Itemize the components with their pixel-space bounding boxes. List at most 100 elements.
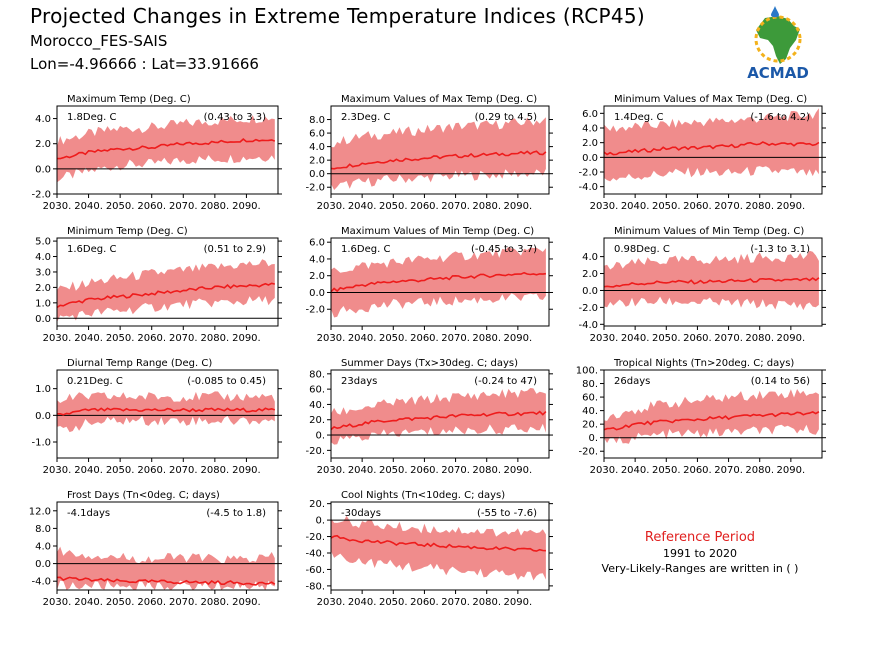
x-tick-label: 2060. (410, 465, 439, 476)
plot-frame (603, 105, 823, 195)
y-tick-label: 1.0 (35, 384, 51, 395)
x-tick-label: 2030. (317, 597, 346, 608)
coordinates-label: Lon=-4.96666 : Lat=33.91666 (30, 55, 259, 73)
x-tick-label: 2070. (441, 465, 470, 476)
likely-range-band (57, 115, 275, 183)
x-tick-label: 2050. (106, 465, 135, 476)
y-tick-label: -2.0 (305, 183, 325, 194)
x-tick-label: 2050. (379, 201, 408, 212)
x-tick-label: 2090. (232, 333, 261, 344)
x-tick-label: 2050. (652, 333, 681, 344)
chart-summary: 1.8Deg. C (67, 112, 116, 123)
y-tick-label: 80. (309, 369, 325, 380)
chart-summary: 1.6Deg. C (67, 244, 116, 255)
median-line (604, 411, 820, 431)
median-line (57, 576, 276, 586)
x-tick-label: 2060. (410, 597, 439, 608)
x-tick-label: 2030. (43, 597, 72, 608)
plot-frame (56, 237, 279, 327)
plot-area (604, 250, 822, 311)
x-tick-label: 2080. (745, 465, 774, 476)
plot-area (331, 515, 549, 581)
x-tick-label: 2040. (621, 201, 650, 212)
x-tick-label: 2070. (714, 465, 743, 476)
x-tick-label: 2030. (43, 201, 72, 212)
likely-range-band (57, 259, 275, 323)
africa-icon (754, 6, 802, 64)
x-tick-label: 2030. (43, 333, 72, 344)
x-tick-label: 2080. (745, 333, 774, 344)
y-tick-label: 80. (582, 379, 598, 390)
x-tick-label: 2030. (317, 333, 346, 344)
x-tick-label: 2070. (169, 597, 198, 608)
y-tick-label: -40. (305, 548, 325, 559)
chart-title: Minimum Temp (Deg. C) (67, 226, 188, 237)
chart-summary: 26days (614, 376, 650, 387)
likely-range-band (57, 391, 275, 433)
x-tick-label: 2050. (652, 201, 681, 212)
y-tick-label: 2.0 (35, 139, 51, 150)
x-tick-label: 2090. (777, 333, 806, 344)
y-tick-label: -2.0 (578, 303, 598, 314)
x-tick-label: 2090. (504, 597, 533, 608)
x-tick-label: 2030. (590, 333, 619, 344)
x-tick-label: 2080. (201, 333, 230, 344)
y-tick-label: 0. (315, 516, 325, 527)
plot-frame (56, 369, 279, 459)
y-tick-label: -2.0 (578, 168, 598, 179)
chart-panel: -20. 0. 20. 40. 60. 80. 100. 2030. 2040. 2050. 206… (576, 358, 826, 476)
chart-title: Frost Days (Tn<0deg. C; days) (67, 490, 220, 501)
chart-range: (-0.085 to 0.45) (187, 376, 266, 387)
y-tick-label: -2.0 (305, 305, 325, 316)
y-tick-label: 1.0 (35, 298, 51, 309)
chart-title: Summer Days (Tx>30deg. C; days) (341, 358, 518, 369)
y-tick-label: 40. (582, 406, 598, 417)
median-line (331, 271, 547, 293)
chart-panel: -4.0 -2.0 0.0 2.0 4.0 6.0 2030. 2040. 2050. 2060.… (578, 94, 826, 212)
x-tick-label: 2040. (348, 465, 377, 476)
chart-summary: -30days (341, 508, 381, 519)
y-tick-label: 8.0 (309, 115, 325, 126)
y-tick-label: 0.0 (35, 164, 51, 175)
y-tick-label: 4.0 (582, 252, 598, 263)
y-tick-label: 0.0 (582, 286, 598, 297)
y-tick-label: -1.0 (31, 438, 51, 449)
chart-range: (0.51 to 2.9) (204, 244, 266, 255)
plot-frame (330, 105, 550, 195)
median-line (57, 138, 276, 160)
plot-frame (330, 237, 550, 327)
y-tick-label: 2.0 (35, 283, 51, 294)
plot-frame (330, 369, 550, 459)
y-tick-label: 2.0 (309, 156, 325, 167)
likely-range-band (57, 546, 275, 590)
chart-title: Cool Nights (Tn<10deg. C; days) (341, 490, 505, 501)
x-tick-label: 2090. (232, 597, 261, 608)
x-tick-label: 2040. (348, 597, 377, 608)
likely-range-band (331, 247, 546, 318)
chart-summary: 23days (341, 376, 377, 387)
likely-range-band (331, 515, 546, 581)
y-tick-label: 4.0 (35, 542, 51, 553)
plot-area (331, 117, 549, 190)
x-tick-label: 2040. (348, 201, 377, 212)
chart-title: Minimum Values of Max Temp (Deg. C) (614, 94, 807, 105)
y-tick-label: -4.0 (31, 577, 51, 588)
x-tick-label: 2060. (137, 201, 166, 212)
likely-range-band (331, 117, 546, 190)
chart-range: (-55 to -7.6) (477, 508, 537, 519)
x-tick-label: 2060. (683, 201, 712, 212)
x-tick-label: 2050. (106, 597, 135, 608)
page-title: Projected Changes in Extreme Temperature… (30, 4, 646, 28)
y-tick-label: -20. (578, 447, 598, 458)
y-tick-label: 0.0 (35, 314, 51, 325)
y-tick-label: 0.0 (309, 288, 325, 299)
y-tick-label: 40. (309, 400, 325, 411)
y-tick-label: -4.0 (578, 182, 598, 193)
x-tick-label: 2060. (410, 333, 439, 344)
median-line (57, 282, 275, 309)
plot-frame (603, 369, 823, 459)
likely-range-band (604, 108, 819, 182)
x-tick-label: 2090. (777, 465, 806, 476)
y-tick-label: 0. (315, 431, 325, 442)
